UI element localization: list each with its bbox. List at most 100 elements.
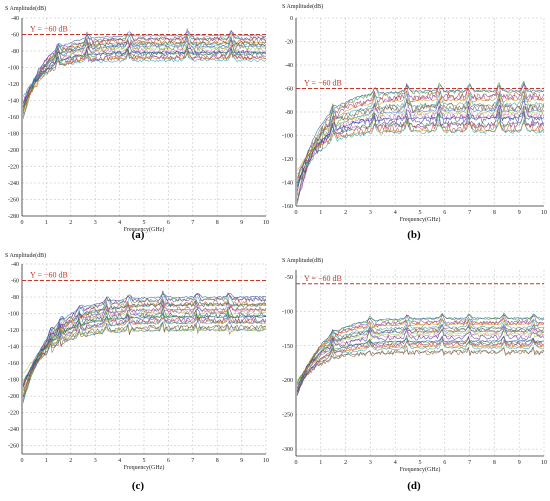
x-tick-label: 8: [493, 460, 496, 466]
data-series-trace: [296, 89, 544, 203]
data-series-trace: [296, 109, 544, 187]
data-series-trace: [296, 327, 544, 384]
x-tick-label: 1: [319, 460, 322, 466]
y-tick-label: -120: [282, 157, 293, 163]
data-series-trace: [22, 39, 266, 103]
x-tick-label: 0: [21, 458, 24, 464]
data-series-trace: [22, 322, 266, 389]
y-tick-label: -80: [11, 49, 19, 55]
y-tick-label: -150: [282, 344, 293, 350]
panel-label: (a): [132, 229, 145, 241]
data-series-trace: [296, 336, 544, 393]
y-tick-label: -140: [282, 181, 293, 187]
panel-label: (b): [407, 229, 421, 241]
y-tick-label: -80: [285, 110, 293, 116]
x-tick-label: 2: [344, 210, 347, 216]
y-tick-label: -40: [11, 16, 19, 22]
y-tick-label: -100: [8, 66, 19, 72]
y-tick-label: -220: [8, 411, 19, 417]
x-axis-title: Frequency(GHz): [400, 466, 441, 473]
x-tick-label: 3: [369, 210, 372, 216]
data-series-trace: [296, 115, 544, 185]
y-tick-label: -50: [285, 275, 293, 281]
y-tick-label: -260: [8, 444, 19, 450]
data-series-trace: [296, 335, 544, 384]
y-tick-label: -240: [8, 181, 19, 187]
y-tick-label: -100: [8, 312, 19, 318]
data-series-trace: [22, 51, 266, 97]
trace-group: [22, 27, 266, 119]
data-series-trace: [22, 312, 266, 382]
data-series-trace: [296, 314, 544, 396]
x-tick-label: 7: [191, 458, 194, 464]
y-tick-label: -80: [11, 295, 19, 301]
x-tick-label: 5: [419, 460, 422, 466]
x-tick-label: 9: [518, 210, 521, 216]
y-tick-label: 0: [290, 16, 293, 22]
y-tick-label: -140: [8, 345, 19, 351]
y-tick-label: -40: [285, 63, 293, 69]
trace-group: [296, 80, 544, 204]
y-tick-label: -100: [282, 309, 293, 315]
data-series-trace: [22, 50, 266, 111]
y-tick-label: -280: [8, 214, 19, 220]
data-series-trace: [296, 338, 544, 389]
data-series-trace: [22, 303, 266, 387]
x-axis-title: Frequency(GHz): [124, 464, 165, 471]
y-tick-label: -300: [282, 447, 293, 453]
y-axis-title: S Amplitude(dB): [282, 3, 323, 10]
y-tick-label: -160: [8, 361, 19, 367]
y-tick-label: -60: [11, 279, 19, 285]
x-axis-title: Frequency(GHz): [124, 226, 165, 233]
data-series-trace: [297, 345, 544, 388]
data-series-trace: [297, 108, 544, 175]
data-series-trace: [297, 120, 544, 171]
x-tick-label: 9: [240, 458, 243, 464]
reference-label: Y = −60 dB: [30, 25, 68, 34]
x-tick-label: 10: [541, 210, 547, 216]
x-tick-label: 0: [295, 460, 298, 466]
y-tick-label: -160: [8, 115, 19, 121]
x-tick-label: 1: [45, 220, 48, 226]
data-series-trace: [22, 321, 266, 387]
y-tick-label: -180: [8, 378, 19, 384]
data-series-trace: [296, 97, 544, 201]
x-tick-label: 4: [118, 458, 121, 464]
data-series-trace: [22, 31, 266, 113]
data-series-trace: [296, 323, 544, 390]
data-series-trace: [297, 334, 544, 391]
data-series-trace: [296, 83, 544, 191]
y-tick-label: -200: [8, 148, 19, 154]
y-axis-title: S Amplitude(dB): [5, 252, 46, 259]
data-series-trace: [22, 317, 266, 391]
data-series-trace: [296, 81, 544, 204]
data-series-trace: [296, 318, 544, 389]
data-series-trace: [22, 27, 266, 108]
x-tick-label: 5: [143, 458, 146, 464]
y-tick-label: -60: [11, 33, 19, 39]
trace-group: [296, 312, 544, 396]
reference-label: Y = −60 dB: [304, 274, 342, 283]
x-tick-label: 6: [443, 460, 446, 466]
x-tick-label: 6: [167, 458, 170, 464]
data-series-trace: [22, 295, 266, 404]
x-tick-label: 0: [295, 210, 298, 216]
y-tick-label: -250: [282, 413, 293, 419]
data-series-trace: [22, 290, 266, 402]
x-axis-title: Frequency(GHz): [400, 216, 441, 223]
panel-label: (c): [132, 480, 145, 492]
reference-label: Y = −60 dB: [30, 271, 68, 280]
data-series-trace: [22, 292, 266, 398]
x-tick-label: 7: [191, 220, 194, 226]
y-axis-title: S Amplitude(dB): [5, 5, 46, 12]
x-tick-label: 10: [263, 220, 269, 226]
x-tick-label: 7: [468, 460, 471, 466]
x-tick-label: 4: [394, 460, 397, 466]
chart-panel-d: S Amplitude(dB) 0 1 2 3 4 5 6 7 8 9 10 -50 -100 -150 -2…: [282, 257, 547, 492]
data-series-trace: [22, 36, 266, 108]
x-tick-label: 6: [443, 210, 446, 216]
x-tick-label: 0: [21, 220, 24, 226]
x-tick-label: 3: [369, 460, 372, 466]
y-tick-label: -120: [8, 328, 19, 334]
x-tick-label: 2: [69, 220, 72, 226]
